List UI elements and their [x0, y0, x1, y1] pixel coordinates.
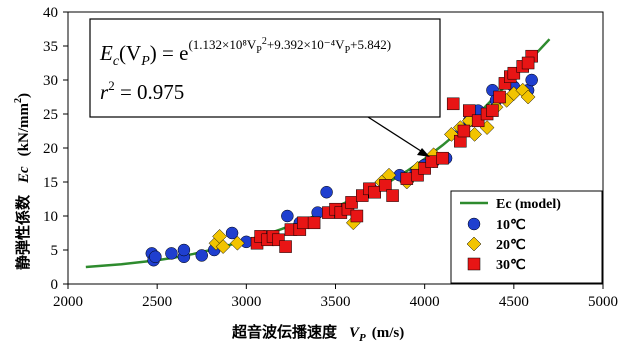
data-point-30c: [436, 151, 449, 165]
legend-30c-marker: [467, 257, 481, 271]
legend: Ec (model) 10℃ 20℃ 30℃: [450, 190, 603, 284]
legend-20c-marker: [466, 236, 482, 252]
legend-10c-label: 10℃: [496, 218, 526, 233]
data-point-20c: [215, 239, 231, 254]
equation-box: [89, 18, 441, 118]
data-point-30c: [446, 97, 460, 111]
data-point-30c: [457, 124, 471, 138]
data-point-30c: [521, 56, 535, 70]
data-point-30c: [379, 179, 392, 192]
equation-annotation: Ec(VP) = e(1.132×10⁸VP2+9.392×10⁻⁴VP+5.8…: [89, 18, 441, 118]
data-point-10c: [195, 249, 208, 262]
data-point-10c: [165, 247, 178, 260]
y-tick-label: 5: [51, 243, 59, 259]
data-point-20c: [230, 235, 245, 251]
x-axis-title: 超音波伝播速度 VP (m/s): [231, 323, 404, 344]
x-tick-label: 4000: [410, 294, 440, 310]
x-tick-label: 5000: [588, 294, 618, 310]
x-tick-label: 3000: [231, 294, 261, 310]
data-point-30c: [486, 104, 499, 117]
y-tick-label: 30: [43, 73, 58, 89]
y-tick-label: 25: [43, 107, 58, 123]
y-tick-label: 15: [43, 175, 58, 191]
data-point-10c: [149, 250, 162, 264]
data-point-10c: [177, 243, 191, 257]
legend-model-label: Ec (model): [496, 197, 561, 212]
legend-30c-label: 30℃: [496, 258, 526, 273]
x-tick-label: 2000: [53, 294, 83, 310]
y-tick-label: 0: [51, 277, 59, 293]
y-tick-label: 40: [43, 5, 58, 21]
annotation-arrowhead: [417, 148, 430, 157]
data-point-30c: [307, 216, 321, 230]
x-tick-label: 2500: [142, 294, 172, 310]
data-point-30c: [297, 216, 310, 230]
data-point-30c: [279, 240, 292, 253]
y-tick-label: 35: [43, 39, 58, 55]
r2-text: r2 = 0.975: [100, 78, 184, 104]
y-axis-ticks: 0 5 10 15 20 25 30 35 40: [43, 5, 68, 293]
y-tick-label: 20: [43, 141, 58, 157]
data-point-10c: [320, 185, 333, 199]
x-tick-label: 4500: [499, 294, 529, 310]
y-tick-label: 10: [43, 209, 58, 225]
x-axis-ticks: 2000 2500 3000 3500 4000 4500 5000: [53, 284, 618, 310]
annotation-arrow: [367, 116, 425, 154]
data-markers: [145, 49, 538, 267]
data-point-20c: [520, 89, 536, 105]
data-point-30c: [493, 90, 506, 104]
data-point-30c: [368, 185, 381, 199]
legend-10c-marker: [467, 217, 481, 231]
data-point-30c: [345, 196, 358, 209]
data-point-10c: [525, 73, 538, 87]
data-point-10c: [225, 226, 239, 240]
data-point-30c: [400, 172, 414, 185]
equation-text: Ec(VP) = e(1.132×10⁸VP2+9.392×10⁻⁴VP+5.8…: [99, 36, 391, 69]
data-point-30c: [463, 104, 476, 117]
y-axis-title: 静弾性係数Ec(kN/mm2): [13, 93, 32, 270]
x-tick-label: 3500: [321, 294, 351, 310]
data-point-30c: [386, 189, 399, 202]
data-point-30c: [350, 209, 364, 223]
data-point-30c: [425, 155, 439, 168]
legend-20c-label: 20℃: [496, 238, 526, 253]
data-point-10c: [281, 209, 294, 223]
